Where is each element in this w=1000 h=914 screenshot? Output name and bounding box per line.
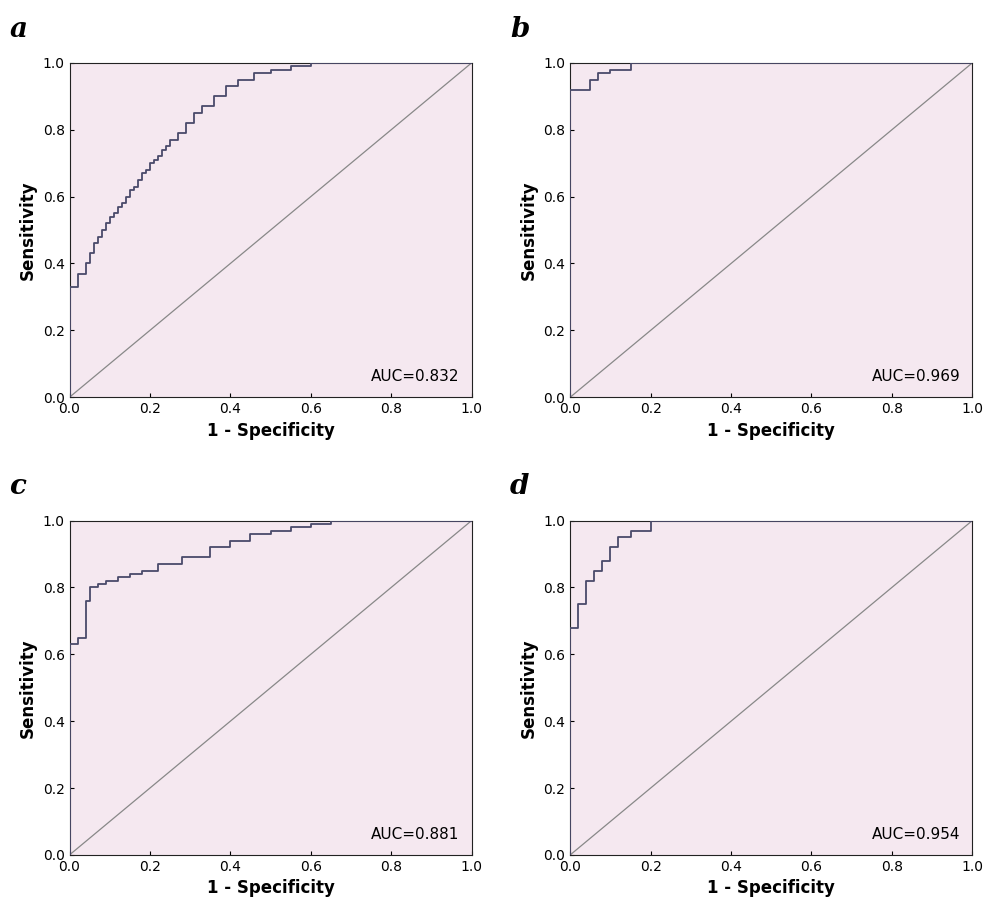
Text: a: a xyxy=(9,16,27,43)
Y-axis label: Sensitivity: Sensitivity xyxy=(520,180,538,280)
X-axis label: 1 - Specificity: 1 - Specificity xyxy=(707,421,835,440)
Text: d: d xyxy=(510,473,529,501)
Text: AUC=0.832: AUC=0.832 xyxy=(371,369,460,384)
Y-axis label: Sensitivity: Sensitivity xyxy=(520,638,538,738)
X-axis label: 1 - Specificity: 1 - Specificity xyxy=(707,879,835,898)
Text: b: b xyxy=(510,16,529,43)
Y-axis label: Sensitivity: Sensitivity xyxy=(19,180,37,280)
X-axis label: 1 - Specificity: 1 - Specificity xyxy=(207,879,335,898)
Text: AUC=0.969: AUC=0.969 xyxy=(872,369,960,384)
Text: AUC=0.954: AUC=0.954 xyxy=(872,826,960,842)
Text: c: c xyxy=(9,473,26,501)
Text: AUC=0.881: AUC=0.881 xyxy=(371,826,460,842)
X-axis label: 1 - Specificity: 1 - Specificity xyxy=(207,421,335,440)
Y-axis label: Sensitivity: Sensitivity xyxy=(19,638,37,738)
